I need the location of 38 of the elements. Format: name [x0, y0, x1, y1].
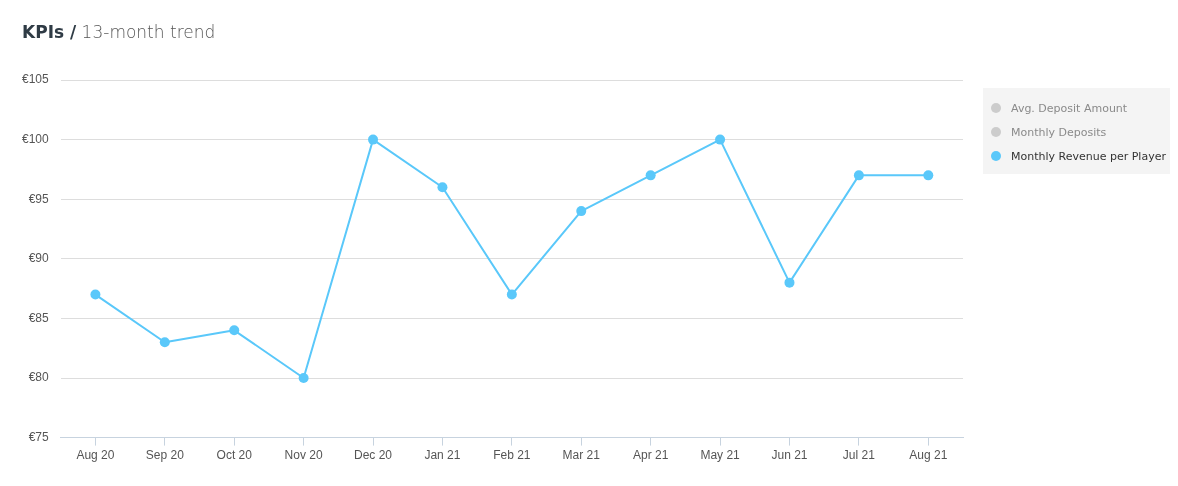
point: [715, 134, 726, 145]
chart-subtitle: 13-month trend: [80, 22, 216, 42]
y-tick-label: €90: [28, 251, 50, 266]
legend-label: Monthly Revenue per Player: [1011, 149, 1166, 163]
point: [853, 170, 864, 181]
point: [229, 325, 240, 336]
x-tick-label: Mar 21: [562, 448, 601, 463]
chart-title: KPIs /: [22, 22, 77, 42]
x-tick-label: Dec 20: [354, 448, 393, 463]
x-tick-label: Apr 21: [632, 448, 669, 463]
x-tick-label: Feb 21: [493, 448, 531, 463]
x-tick-label: Jun 21: [771, 448, 808, 463]
point: [645, 170, 656, 181]
y-tick-label: €75: [28, 429, 50, 444]
point: [923, 170, 934, 181]
point: [576, 206, 587, 217]
y-tick-label: €95: [28, 191, 50, 206]
y-tick-label: €85: [28, 310, 50, 325]
point: [368, 134, 379, 145]
point: [437, 182, 448, 193]
y-tick-label: €80: [28, 370, 50, 385]
legend-label: Monthly Deposits: [1011, 125, 1107, 139]
x-tick-label: Jul 21: [842, 448, 876, 463]
y-tick-label: €105: [21, 72, 50, 87]
point: [784, 277, 795, 288]
x-tick-label: Aug 21: [909, 448, 948, 463]
x-tick-label: Oct 20: [216, 448, 253, 463]
x-tick-label: Aug 20: [76, 448, 115, 463]
x-tick-label: Jan 21: [424, 448, 461, 463]
x-tick-label: May 21: [700, 448, 741, 463]
x-tick-label: Sep 20: [145, 448, 185, 463]
x-tick-label: Nov 20: [284, 448, 323, 463]
legend-label: Avg. Deposit Amount: [1011, 101, 1128, 115]
point: [506, 289, 517, 300]
y-tick-label: €100: [21, 131, 50, 146]
point: [159, 337, 170, 348]
point: [298, 373, 309, 383]
point: [90, 289, 101, 300]
